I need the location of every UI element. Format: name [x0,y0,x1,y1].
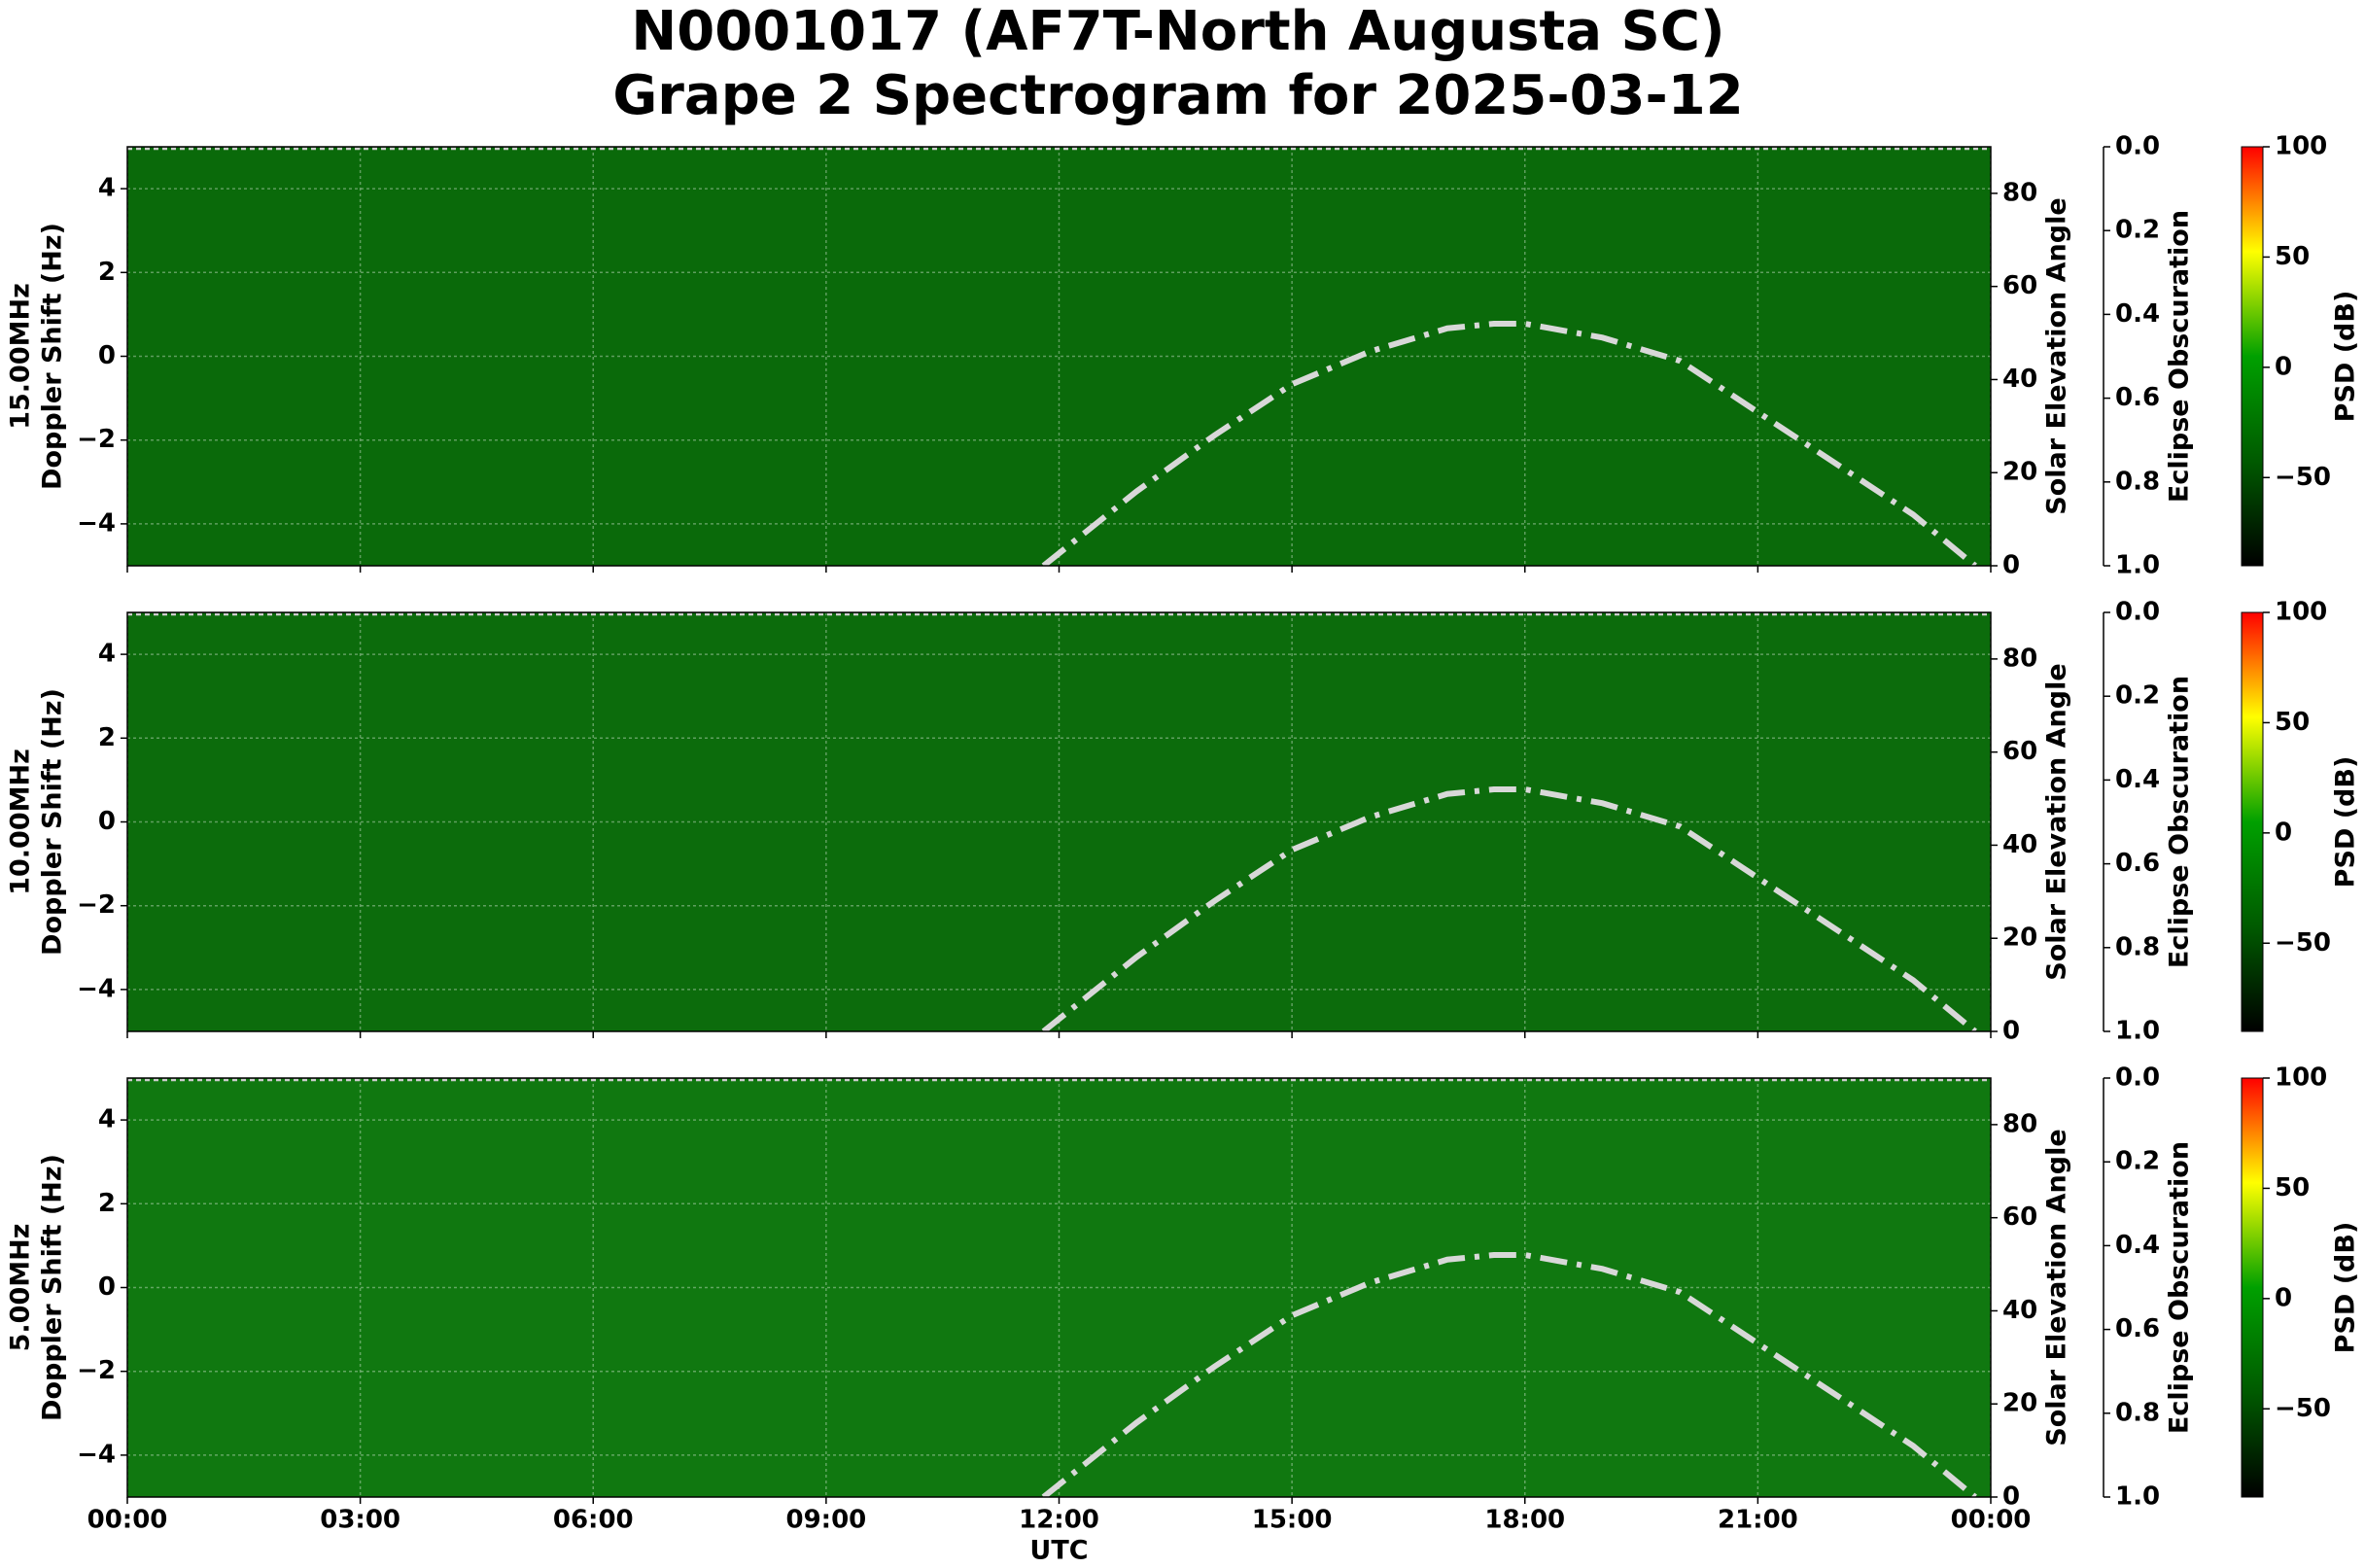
x-tick-label: 00:00 [87,1506,168,1535]
y-tick-label: 2 [98,723,116,752]
eclipse-tick-label: 0.0 [2115,132,2160,161]
eclipse-tick-label: 0.6 [2115,383,2160,412]
colorbar-tick-label: 50 [2275,708,2310,737]
eclipse-tick-label: 0.8 [2115,1398,2160,1427]
y2-tick-label: 60 [2002,1202,2037,1232]
eclipse-tick-label: 0.0 [2115,598,2160,627]
y2-axis-label: Solar Elevation Angle [2042,197,2072,514]
y-tick-label: 2 [98,1189,116,1218]
eclipse-tick-label: 0.8 [2115,932,2160,961]
y-tick-label: −2 [77,425,116,454]
y2-tick-label: 40 [2002,1296,2037,1325]
y2-tick-label: 0 [2002,551,2020,580]
y2-tick-label: 0 [2002,1482,2020,1512]
eclipse-axis-label: Eclipse Obscuration [2165,676,2195,968]
y2-axis-label: Solar Elevation Angle [2042,1129,2072,1446]
y-tick-label: 0 [98,341,116,370]
y-tick-label: 4 [98,640,116,669]
colorbar-tick-label: 100 [2275,1063,2327,1093]
colorbar-tick-label: 50 [2275,1173,2310,1202]
spectrogram-image [127,1078,1991,1497]
eclipse-tick-label: 1.0 [2115,1482,2160,1512]
y2-tick-label: 40 [2002,365,2037,394]
y2-tick-label: 20 [2002,458,2037,487]
eclipse-tick-label: 0.6 [2115,1314,2160,1343]
colorbar-label: PSD (dB) [2331,756,2361,889]
colorbar-label: PSD (dB) [2331,1222,2361,1354]
y2-tick-label: 80 [2002,1109,2037,1138]
frequency-label: 10.00MHz [6,749,36,895]
colorbar-tick-label: 100 [2275,598,2327,627]
y2-tick-label: 80 [2002,644,2037,673]
colorbar-tick-label: 0 [2275,818,2292,847]
y2-tick-label: 20 [2002,1389,2037,1418]
y2-tick-label: 40 [2002,830,2037,859]
x-tick-label: 21:00 [1718,1506,1798,1535]
colorbar [2241,611,2264,1032]
x-tick-label: 00:00 [1951,1506,2032,1535]
colorbar-tick-label: 100 [2275,132,2327,161]
y2-tick-label: 80 [2002,178,2037,207]
solar-elevation-line [1041,320,1977,566]
y-tick-label: −2 [77,890,116,920]
x-tick-label: 15:00 [1252,1506,1333,1535]
colorbar-tick-label: −50 [2275,463,2331,492]
colorbar-label: PSD (dB) [2331,291,2361,423]
y-tick-label: −4 [77,974,116,1003]
solar-elevation-line [1041,785,1977,1031]
eclipse-tick-label: 0.2 [2115,681,2160,711]
eclipse-tick-label: 0.8 [2115,467,2160,496]
colorbar [2241,146,2264,567]
spectrogram-image [127,612,1991,1031]
y-tick-label: 0 [98,1272,116,1302]
y-axis-label: Doppler Shift (Hz) [38,223,68,490]
eclipse-axis-label: Eclipse Obscuration [2165,210,2195,503]
eclipse-tick-label: 1.0 [2115,551,2160,580]
colorbar-tick-label: 0 [2275,352,2292,381]
colorbar [2241,1077,2264,1498]
eclipse-tick-label: 0.4 [2115,1231,2160,1260]
y-tick-label: 0 [98,807,116,836]
y2-tick-label: 0 [2002,1017,2020,1046]
colorbar-tick-label: 50 [2275,242,2310,271]
y-tick-label: 4 [98,174,116,203]
eclipse-tick-label: 0.2 [2115,1147,2160,1176]
y2-axis-label: Solar Elevation Angle [2042,663,2072,980]
y2-tick-label: 20 [2002,923,2037,953]
eclipse-tick-label: 0.4 [2115,299,2160,329]
y2-tick-label: 60 [2002,737,2037,766]
y-axis-label: Doppler Shift (Hz) [38,688,68,956]
eclipse-tick-label: 0.0 [2115,1063,2160,1093]
y-tick-label: −4 [77,1440,116,1469]
frequency-label: 15.00MHz [6,283,36,430]
colorbar-tick-label: 0 [2275,1283,2292,1312]
x-tick-label: 18:00 [1484,1506,1565,1535]
eclipse-tick-label: 1.0 [2115,1017,2160,1046]
spectrogram-image [127,147,1991,566]
x-tick-label: 12:00 [1019,1506,1099,1535]
x-axis-label: UTC [1029,1536,1088,1566]
y-tick-label: −2 [77,1356,116,1385]
x-tick-label: 03:00 [320,1506,400,1535]
colorbar-tick-label: −50 [2275,1394,2331,1423]
y-axis-label: Doppler Shift (Hz) [38,1154,68,1421]
eclipse-axis-label: Eclipse Obscuration [2165,1141,2195,1434]
eclipse-tick-label: 0.4 [2115,765,2160,794]
eclipse-tick-label: 0.6 [2115,849,2160,878]
y-tick-label: 4 [98,1105,116,1134]
solar-elevation-line [1041,1251,1977,1497]
y2-tick-label: 60 [2002,271,2037,300]
x-tick-label: 06:00 [553,1506,634,1535]
eclipse-tick-label: 0.2 [2115,216,2160,245]
y-tick-label: 2 [98,258,116,287]
chart-subtitle: Grape 2 Spectrogram for 2025-03-12 [612,64,1743,127]
x-tick-label: 09:00 [785,1506,866,1535]
frequency-label: 5.00MHz [6,1224,36,1352]
colorbar-tick-label: −50 [2275,928,2331,958]
chart-title: N0001017 (AF7T-North Augusta SC) [631,0,1724,63]
y-tick-label: −4 [77,508,116,538]
